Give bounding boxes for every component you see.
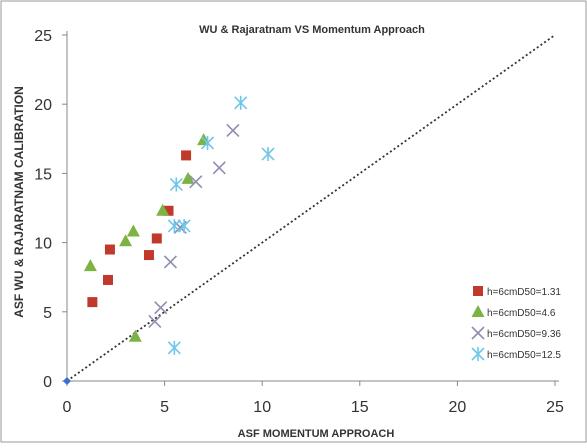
legend: h=6cmD50=1.31 h=6cmD50=4.6 h=6cmD50=9.36 h=…	[471, 286, 561, 361]
x-axis-label: ASF MOMENTUM APPROACH	[238, 428, 395, 440]
y-tick-label: 20	[34, 97, 52, 114]
legend-marker	[471, 305, 485, 317]
data-point	[148, 314, 162, 329]
triangle-marker	[83, 259, 97, 272]
y-tick-label: 0	[43, 374, 52, 391]
square-marker	[87, 297, 98, 308]
chart-title: WU & Rajaratnam VS Momentum Approach	[199, 24, 425, 36]
y-axis-label: ASF WU & RAJARATNAM CALIBRATION	[12, 86, 26, 318]
data-point	[181, 171, 195, 184]
square-marker	[104, 244, 115, 255]
x-marker-stroke	[148, 314, 162, 329]
data-point	[163, 205, 174, 216]
legend-label: h=6cmD50=9.36	[487, 329, 561, 340]
data-point	[104, 244, 115, 255]
data-point	[87, 297, 98, 308]
data-point	[200, 135, 215, 150]
legend-marker	[471, 326, 485, 340]
data-point	[143, 250, 154, 261]
legend-label: h=6cmD50=12.5	[487, 350, 561, 361]
data-point	[156, 203, 170, 216]
x-marker-stroke	[163, 255, 178, 269]
data-point	[181, 150, 192, 161]
triangle-marker	[128, 329, 142, 342]
origin-point	[63, 377, 71, 385]
data-point	[234, 95, 248, 110]
data-point	[167, 218, 181, 233]
data-point	[154, 301, 168, 315]
data-point	[261, 147, 275, 162]
triangle-marker	[471, 305, 485, 317]
legend-marker	[473, 286, 483, 296]
triangle-marker	[126, 224, 140, 237]
plot-area: 0 5 10 15 20 25 0 5 10 15 20 25	[34, 28, 564, 416]
square-marker	[102, 274, 113, 285]
legend-marker	[471, 347, 485, 361]
triangle-marker	[181, 171, 195, 184]
square-marker	[163, 205, 174, 216]
data-point	[177, 218, 191, 233]
x-marker-stroke	[471, 326, 485, 340]
legend-label: h=6cmD50=4.6	[487, 308, 556, 319]
square-marker	[151, 233, 162, 244]
reference-line	[66, 34, 556, 382]
y-tick-label: 10	[34, 236, 52, 253]
x-tick-label: 25	[546, 399, 564, 416]
x-marker-stroke	[212, 161, 226, 175]
data-point	[167, 340, 181, 355]
square-marker	[181, 150, 192, 161]
legend-label: h=6cmD50=1.31	[487, 287, 561, 298]
y-tick-label: 5	[43, 305, 52, 322]
data-point	[126, 224, 140, 237]
x-tick-label: 5	[160, 399, 169, 416]
x-marker-stroke	[226, 123, 240, 138]
data-point	[151, 233, 162, 244]
x-tick-label: 20	[449, 399, 467, 416]
square-marker	[473, 286, 483, 296]
x-tick-label: 15	[351, 399, 369, 416]
y-tick-label: 25	[34, 28, 52, 45]
triangle-marker	[119, 234, 133, 247]
square-marker	[143, 250, 154, 261]
y-tick-label: 15	[34, 166, 52, 183]
data-point	[189, 175, 203, 189]
x-marker-stroke	[189, 175, 203, 189]
data-point	[128, 329, 142, 342]
triangle-marker	[156, 203, 170, 216]
data-point	[102, 274, 113, 285]
data-point	[226, 123, 240, 138]
data-point	[169, 177, 183, 192]
x-marker-stroke	[154, 301, 168, 315]
data-point	[163, 255, 178, 269]
data-point	[119, 234, 133, 247]
x-tick-label: 10	[253, 399, 271, 416]
data-point	[212, 161, 226, 175]
data-point	[83, 259, 97, 272]
x-tick-label: 0	[63, 399, 72, 416]
